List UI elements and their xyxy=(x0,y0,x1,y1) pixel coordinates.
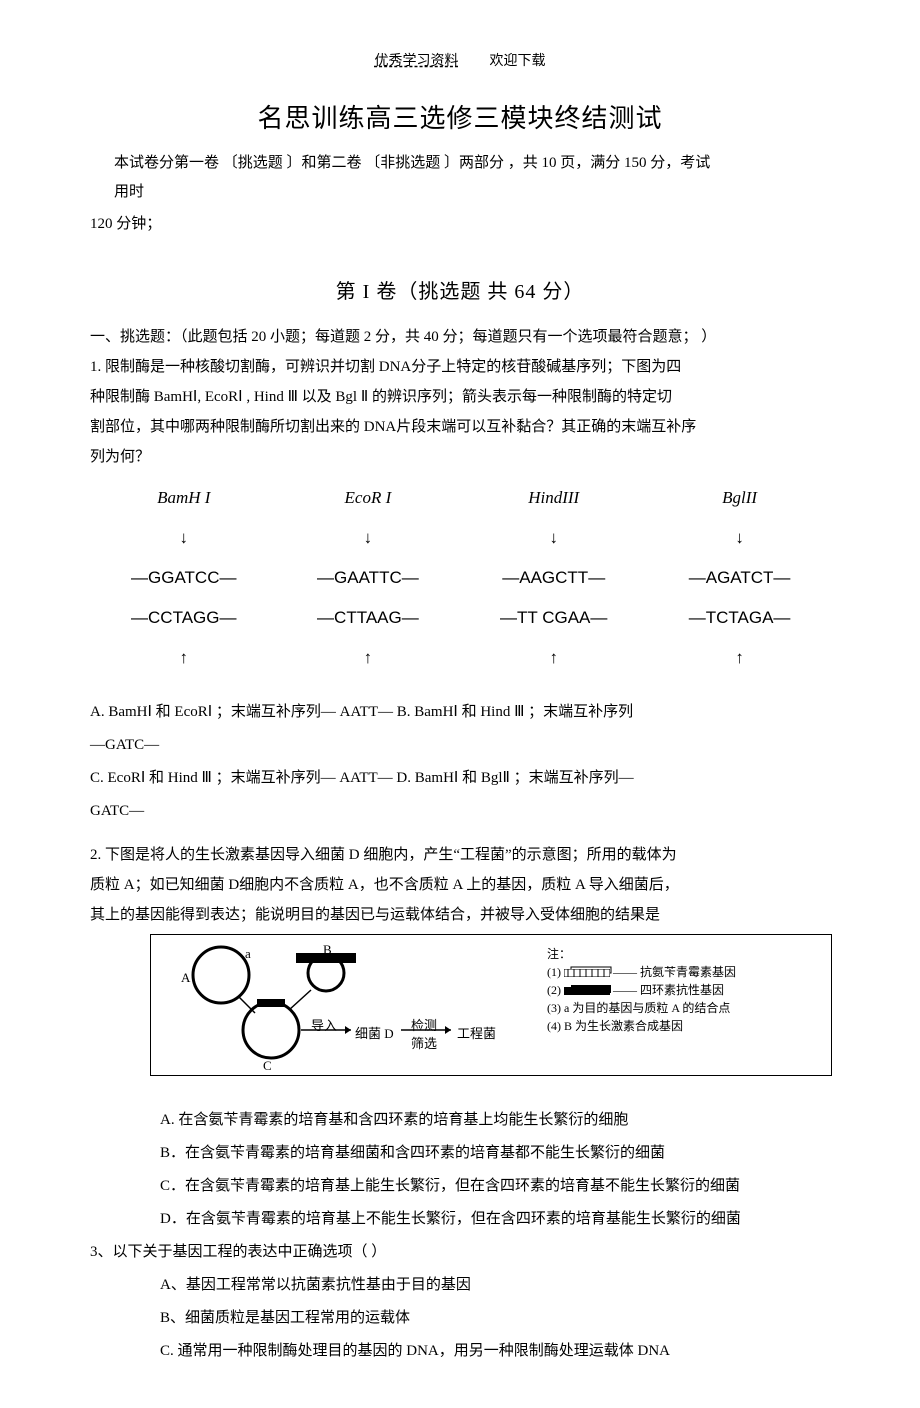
anno-2: (2) xyxy=(547,983,564,997)
label-C: C xyxy=(263,1053,272,1079)
q1-stem-b: 种限制酶 BamHⅠ, EcoRⅠ , Hind Ⅲ 以及 Bgl Ⅱ 的辨识序… xyxy=(90,382,830,412)
q2-optD: D．在含氨苄青霉素的培育基上不能生长繁衍，但在含四环素的培育基能生长繁衍的细菌 xyxy=(160,1203,830,1236)
arrow-down-icon: ↓ xyxy=(458,518,649,558)
q2-stem-a: 2. 下图是将人的生长激素基因导入细菌 D 细胞内，产生“工程菌”的示意图；所用… xyxy=(90,840,830,870)
q1-stem-c: 割部位，其中哪两种限制酶所切割出来的 DNA片段末端可以互补黏合？其正确的末端互… xyxy=(90,412,830,442)
flow-bac: 细菌 D xyxy=(355,1021,394,1047)
seq-2b: —CTTAAG— xyxy=(278,598,459,638)
header-right: 欢迎下载 xyxy=(490,54,546,69)
label-A: A xyxy=(181,965,190,991)
arrow-down-icon: ↓ xyxy=(649,518,830,558)
q1-opt-cd: C. EcoRⅠ 和 Hind Ⅲ ；末端互补序列— AATT— D. BamH… xyxy=(90,762,830,795)
seq-1a: —GGATCC— xyxy=(90,558,278,598)
q1-stem: 1. 限制酶是一种核酸切割酶，可辨识并切割 DNA分子上特定的核苷酸碱基序列；下… xyxy=(90,352,830,472)
section-title: 第 I 卷（挑选题 共 64 分） xyxy=(90,275,830,304)
anno-1-text: —— 抗氨苄青霉素基因 xyxy=(613,965,736,979)
q3-optC: C. 通常用一种限制酶处理目的基因的 DNA，用另一种限制酶处理运载体 DNA xyxy=(160,1335,830,1368)
anno-1: (1) xyxy=(547,965,564,979)
q3-stem: 3、以下关于基因工程的表达中正确选项（ ） xyxy=(90,1236,830,1269)
enz-h2: EcoR I xyxy=(278,478,459,518)
q1-stem-a: 1. 限制酶是一种核酸切割酶，可辨识并切割 DNA分子上特定的核苷酸碱基序列；下… xyxy=(90,352,830,382)
arrow-up-icon: ↑ xyxy=(649,638,830,678)
anno-3: (3) a 为目的基因与质粒 A 的结合点 xyxy=(547,999,730,1017)
flow-import: 导入 xyxy=(311,1013,337,1039)
seq-1b: —CCTAGG— xyxy=(90,598,278,638)
seq-4a: —AGATCT— xyxy=(649,558,830,598)
enzyme-table: BamH I EcoR I HindIII BglII ↓ ↓ ↓ ↓ —GGA… xyxy=(90,478,830,678)
intro-text: 本试卷分第一卷 〔挑选题 〕和第二卷 〔非挑选题 〕两部分 ，共 10 页，满分… xyxy=(114,149,830,206)
page-header: 优秀学习资料 欢迎下载 xyxy=(90,50,830,70)
q2-stem-c: 其上的基因能得到表达；能说明目的基因已与运载体结合，并被导入受体细胞的结果是 xyxy=(90,900,830,930)
solid-bar-icon xyxy=(564,987,610,995)
q2-diagram: a B A C 导入 细菌 D 检测 筛选 工程菌 注： (1) —— 抗氨苄青… xyxy=(150,934,832,1076)
intro-line-1b: 用时 xyxy=(114,184,144,200)
flow-eng: 工程菌 xyxy=(457,1021,496,1047)
anno-head: 注： xyxy=(547,945,571,963)
q1-opt-ab2: —GATC— xyxy=(90,729,830,762)
flow-select: 筛选 xyxy=(411,1031,437,1057)
arrow-up-icon: ↑ xyxy=(278,638,459,678)
arrow-down-icon: ↓ xyxy=(90,518,278,558)
q1-stem-d: 列为何？ xyxy=(90,442,830,472)
seq-4b: —TCTAGA— xyxy=(649,598,830,638)
q2-optB: B．在含氨苄青霉素的培育基细菌和含四环素的培育基都不能生长繁衍的细菌 xyxy=(160,1137,830,1170)
header-left: 优秀学习资料 xyxy=(375,54,459,69)
q1-opt-ab: A. BamHⅠ 和 EcoRⅠ ；末端互补序列— AATT— B. BamHⅠ… xyxy=(90,696,830,729)
seq-3a: —AAGCTT— xyxy=(458,558,649,598)
label-a: a xyxy=(245,941,251,967)
seq-2a: —GAATTC— xyxy=(278,558,459,598)
q3-optB: B、细菌质粒是基因工程常用的运载体 xyxy=(160,1302,830,1335)
hatched-bar-icon xyxy=(564,969,610,977)
q3-optA: A、基因工程常常以抗菌素抗性基由于目的基因 xyxy=(160,1269,830,1302)
enz-h1: BamH I xyxy=(90,478,278,518)
anno-4: (4) B 为生长激素合成基因 xyxy=(547,1017,683,1035)
q2-stem-b: 质粒 A；如已知细菌 D细胞内不含质粒 A，也不含质粒 A 上的基因，质粒 A … xyxy=(90,870,830,900)
q2-optC: C．在含氨苄青霉素的培育基上能生长繁衍，但在含四环素的培育基不能生长繁衍的细菌 xyxy=(160,1170,830,1203)
q1-opt-cd2: GATC— xyxy=(90,795,830,828)
q2-stem: 2. 下图是将人的生长激素基因导入细菌 D 细胞内，产生“工程菌”的示意图；所用… xyxy=(90,840,830,930)
arrow-up-icon: ↑ xyxy=(90,638,278,678)
q1-options: A. BamHⅠ 和 EcoRⅠ ；末端互补序列— AATT— B. BamHⅠ… xyxy=(90,696,830,828)
arrow-up-icon: ↑ xyxy=(458,638,649,678)
arrow-down-icon: ↓ xyxy=(278,518,459,558)
seq-3b: —TT CGAA— xyxy=(458,598,649,638)
intro-line-1a: 本试卷分第一卷 〔挑选题 〕和第二卷 〔非挑选题 〕两部分 ，共 10 页，满分… xyxy=(114,155,710,171)
part-intro: 一、挑选题：（此题包括 20 小题；每道题 2 分，共 40 分；每道题只有一个… xyxy=(90,322,830,352)
anno-2-text: —— 四环素抗性基因 xyxy=(613,983,724,997)
enz-h4: BglII xyxy=(649,478,830,518)
intro-line-2: 120 分钟； xyxy=(90,210,830,239)
page-title: 名思训练高三选修三模块终结测试 xyxy=(90,98,830,135)
q2-optA: A. 在含氨苄青霉素的培育基和含四环素的培育基上均能生长繁衍的细胞 xyxy=(160,1104,830,1137)
label-b: B xyxy=(323,937,332,963)
enz-h3: HindIII xyxy=(458,478,649,518)
